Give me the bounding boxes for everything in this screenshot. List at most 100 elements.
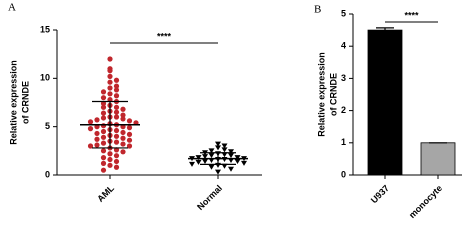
data-point — [94, 117, 100, 123]
data-point — [221, 152, 228, 158]
data-point — [221, 157, 228, 163]
data-point — [126, 137, 133, 143]
data-point — [100, 123, 107, 129]
data-point — [228, 153, 234, 159]
data-point — [94, 136, 100, 142]
data-point — [100, 89, 107, 95]
data-point — [107, 68, 113, 74]
data-point — [202, 154, 208, 160]
data-point — [202, 158, 208, 164]
significance-label: **** — [157, 31, 172, 41]
data-point — [113, 127, 120, 134]
data-point — [100, 115, 107, 121]
data-point — [113, 164, 120, 170]
data-point — [120, 149, 126, 155]
data-point — [113, 83, 120, 89]
data-point — [100, 128, 107, 135]
data-point — [100, 148, 107, 154]
data-point — [113, 104, 120, 110]
y-tick-label: 0 — [341, 169, 346, 179]
y-axis-label: Relative expression — [316, 52, 326, 137]
data-point — [100, 155, 107, 161]
data-point — [113, 139, 120, 145]
data-point — [100, 110, 107, 116]
x-tick-label: monocyte — [407, 183, 444, 220]
y-axis-label: Relative expression — [8, 60, 18, 145]
data-point — [208, 148, 215, 154]
sd-bar — [200, 152, 236, 165]
y-tick-label: 2 — [341, 105, 346, 115]
data-point — [195, 159, 202, 165]
data-point — [113, 153, 120, 159]
data-point — [100, 95, 107, 101]
panel-label: B — [314, 4, 321, 16]
data-point — [107, 97, 113, 103]
data-point — [208, 153, 215, 159]
data-point — [215, 145, 221, 151]
data-point — [107, 73, 113, 79]
data-point — [126, 118, 133, 124]
data-point — [120, 106, 126, 112]
data-point — [120, 129, 126, 136]
x-tick-label: Normal — [195, 183, 224, 212]
y-tick-label: 5 — [341, 8, 346, 18]
data-point — [100, 160, 107, 166]
data-point — [228, 149, 234, 155]
data-point — [100, 167, 107, 173]
data-point — [120, 112, 126, 118]
data-point — [221, 143, 228, 149]
data-point — [215, 169, 221, 175]
data-point — [113, 77, 120, 83]
data-point — [107, 151, 113, 157]
data-point — [87, 126, 94, 132]
data-point — [113, 109, 120, 115]
y-tick-label: 10 — [40, 73, 50, 83]
data-point — [94, 142, 100, 148]
error-bar — [376, 27, 394, 31]
y-tick-label: 15 — [40, 24, 50, 34]
data-point — [107, 162, 113, 168]
data-point — [113, 147, 120, 153]
bar — [367, 29, 403, 176]
data-point — [120, 116, 126, 122]
x-tick-label: U937 — [369, 183, 391, 205]
data-point — [87, 119, 94, 125]
y-tick-label: 3 — [341, 73, 346, 83]
data-point — [113, 87, 120, 93]
data-point — [221, 163, 228, 169]
data-point — [100, 104, 107, 110]
data-point — [100, 134, 107, 140]
data-point — [189, 161, 195, 167]
y-axis-label: of CRNDE — [20, 81, 30, 124]
sd-bar — [92, 100, 128, 149]
data-point — [120, 141, 126, 147]
data-point — [113, 158, 120, 165]
data-point — [100, 140, 107, 146]
data-point — [107, 85, 113, 91]
data-point — [107, 56, 113, 62]
significance-label: **** — [404, 10, 419, 20]
data-point — [113, 114, 120, 120]
data-point — [100, 100, 107, 107]
data-point — [234, 158, 241, 164]
data-point — [120, 135, 126, 141]
data-point — [126, 143, 133, 149]
data-point — [107, 91, 113, 97]
data-point — [228, 166, 234, 172]
data-point — [208, 164, 215, 170]
y-tick-label: 4 — [341, 41, 346, 51]
data-point — [126, 125, 133, 131]
data-point — [87, 143, 94, 149]
x-tick-label: AML — [95, 183, 116, 204]
data-point — [113, 93, 120, 99]
data-point — [107, 156, 113, 163]
data-point — [215, 141, 221, 147]
data-point — [94, 130, 100, 137]
data-point — [107, 79, 113, 85]
y-tick-label: 1 — [341, 137, 346, 147]
y-axis-label: of CRNDE — [328, 73, 338, 116]
y-tick-label: 5 — [45, 121, 50, 131]
y-tick-label: 0 — [45, 169, 50, 179]
data-point — [234, 155, 241, 161]
